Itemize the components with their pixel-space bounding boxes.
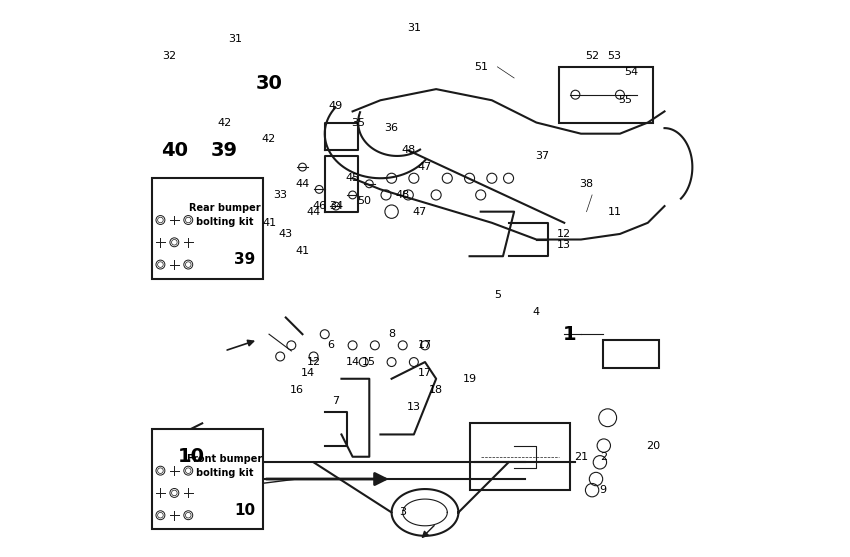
- Text: 51: 51: [473, 62, 488, 72]
- Text: 42: 42: [262, 134, 276, 144]
- Text: 10: 10: [178, 447, 205, 466]
- Text: 18: 18: [429, 385, 443, 395]
- Text: Rear bumper: Rear bumper: [189, 203, 260, 213]
- Text: 11: 11: [608, 207, 621, 217]
- Text: bolting kit: bolting kit: [196, 217, 253, 227]
- Text: 37: 37: [535, 151, 549, 161]
- Bar: [469, 423, 570, 490]
- Text: Front bumper: Front bumper: [187, 454, 262, 464]
- Text: 43: 43: [279, 229, 292, 239]
- Text: 9: 9: [600, 485, 607, 495]
- Text: 10: 10: [234, 503, 255, 518]
- Text: 5: 5: [494, 290, 501, 300]
- Text: 2: 2: [600, 452, 607, 462]
- Text: 44: 44: [307, 207, 320, 217]
- Text: 32: 32: [162, 51, 176, 61]
- Text: 8: 8: [388, 329, 395, 339]
- Text: 38: 38: [580, 179, 593, 189]
- Text: 19: 19: [462, 374, 477, 384]
- Text: 46: 46: [312, 201, 326, 211]
- Text: 7: 7: [332, 396, 339, 406]
- Text: 13: 13: [558, 240, 571, 250]
- Text: 41: 41: [262, 218, 276, 228]
- Text: 21: 21: [574, 452, 588, 462]
- Text: 31: 31: [229, 34, 242, 44]
- Text: 39: 39: [211, 141, 238, 160]
- Text: 12: 12: [558, 229, 571, 239]
- Text: 13: 13: [407, 402, 421, 412]
- Text: 12: 12: [307, 357, 320, 367]
- Text: 47: 47: [418, 162, 432, 172]
- Text: 55: 55: [619, 95, 632, 105]
- Text: bolting kit: bolting kit: [196, 468, 253, 478]
- Text: 50: 50: [357, 196, 371, 206]
- Text: 39: 39: [234, 252, 255, 267]
- Text: 14: 14: [301, 368, 315, 378]
- Bar: [152, 178, 264, 278]
- Text: 47: 47: [412, 207, 427, 217]
- Text: 54: 54: [624, 67, 638, 77]
- Text: 42: 42: [218, 118, 231, 128]
- Text: 17: 17: [418, 368, 432, 378]
- Text: 6: 6: [326, 340, 334, 350]
- Text: 17: 17: [418, 340, 432, 350]
- Bar: [558, 67, 654, 123]
- Text: 48: 48: [395, 190, 410, 200]
- Bar: [152, 429, 264, 529]
- Text: 35: 35: [351, 118, 365, 128]
- Text: 33: 33: [273, 190, 287, 200]
- Text: 48: 48: [401, 145, 416, 155]
- Text: 16: 16: [290, 385, 304, 395]
- Text: 30: 30: [256, 74, 282, 93]
- Text: 3: 3: [400, 507, 406, 517]
- Text: 52: 52: [585, 51, 599, 61]
- Text: 53: 53: [608, 51, 621, 61]
- Text: 40: 40: [161, 141, 188, 160]
- Text: 45: 45: [346, 173, 360, 183]
- Text: 49: 49: [329, 101, 343, 111]
- Text: 34: 34: [329, 201, 343, 211]
- Text: 14: 14: [346, 357, 360, 367]
- Text: 1: 1: [563, 325, 576, 344]
- Text: 15: 15: [362, 357, 377, 367]
- Text: 31: 31: [407, 23, 421, 33]
- Text: 4: 4: [533, 307, 540, 317]
- Text: 36: 36: [384, 123, 399, 133]
- Text: 41: 41: [296, 246, 309, 256]
- Text: 44: 44: [295, 179, 309, 189]
- Bar: [604, 340, 659, 368]
- Text: 20: 20: [646, 441, 660, 451]
